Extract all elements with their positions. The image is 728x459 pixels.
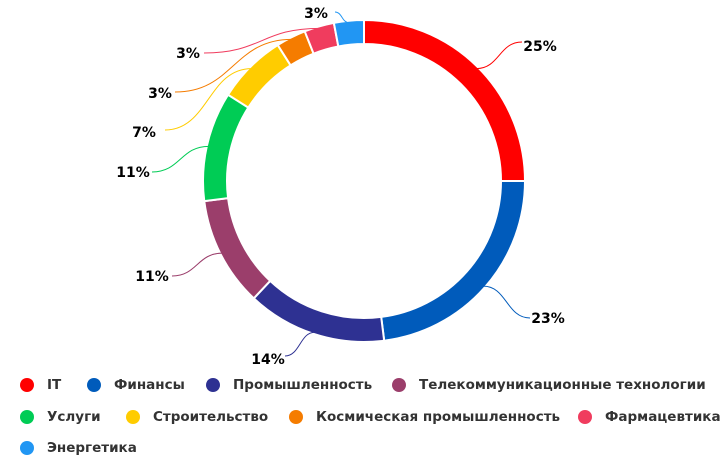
- legend-item-4[interactable]: Телекоммуникационные технологии: [392, 375, 706, 395]
- data-label-1: 25%: [523, 39, 557, 55]
- legend-item-3[interactable]: Промышленность: [206, 375, 372, 395]
- leader-line-7: [174, 38, 292, 93]
- legend-marker: [126, 410, 140, 424]
- legend-marker: [20, 410, 34, 424]
- leader-line-6: [164, 68, 252, 131]
- legend-label: Строительство: [153, 409, 269, 425]
- legend-marker: [87, 378, 101, 392]
- data-label-4: 11%: [135, 269, 169, 285]
- leader-line-1: [476, 41, 523, 70]
- leader-line-4: [171, 252, 223, 277]
- slice-3[interactable]: [252, 279, 386, 343]
- leader-line-9: [334, 11, 350, 24]
- data-label-8: 3%: [176, 46, 200, 62]
- legend-label: Фармацевтика: [605, 409, 721, 425]
- data-label-9: 3%: [304, 6, 328, 22]
- legend: IT Финансы Промышленность Телекоммуникацион…: [0, 370, 728, 459]
- legend-item-9[interactable]: Энергетика: [20, 438, 137, 458]
- data-label-7: 3%: [148, 86, 172, 102]
- legend-item-6[interactable]: Строительство: [126, 407, 268, 427]
- slice-4[interactable]: [203, 197, 272, 300]
- slice-5[interactable]: [202, 93, 250, 203]
- leader-line-3: [284, 331, 315, 357]
- slice-9[interactable]: [332, 18, 365, 48]
- slice-2[interactable]: [380, 180, 527, 342]
- legend-marker: [20, 378, 34, 392]
- legend-item-5[interactable]: Услуги: [20, 407, 101, 427]
- legend-label: Энергетика: [47, 440, 137, 456]
- legend-item-2[interactable]: Финансы: [87, 375, 185, 395]
- legend-marker: [578, 410, 592, 424]
- donut-chart: 25% 23% 14% 11% 11% 7% 3% 3% 3%: [116, 6, 565, 368]
- data-label-6: 7%: [132, 125, 156, 141]
- legend-label: Услуги: [47, 409, 101, 425]
- legend-label: Телекоммуникационные технологии: [419, 377, 706, 393]
- legend-marker: [20, 441, 34, 455]
- legend-marker: [392, 378, 406, 392]
- data-labels-group: 25% 23% 14% 11% 11% 7% 3% 3% 3%: [116, 6, 565, 368]
- slice-6[interactable]: [226, 43, 292, 109]
- legend-label: IT: [47, 377, 62, 393]
- legend-item-7[interactable]: Космическая промышленность: [289, 407, 560, 427]
- legend-label: Финансы: [114, 377, 185, 393]
- leader-line-8: [203, 27, 320, 54]
- slices-group: [202, 18, 527, 343]
- legend-label: Космическая промышленность: [316, 409, 561, 425]
- legend-marker: [206, 378, 220, 392]
- slice-1[interactable]: [363, 18, 527, 182]
- data-label-5: 11%: [116, 165, 150, 181]
- data-label-3: 14%: [251, 352, 285, 368]
- legend-marker: [289, 410, 303, 424]
- legend-item-8[interactable]: Фармацевтика: [578, 407, 721, 427]
- legend-label: Промышленность: [233, 377, 373, 393]
- leader-line-5: [151, 145, 209, 173]
- leader-line-2: [483, 285, 531, 319]
- data-label-2: 23%: [531, 311, 565, 327]
- leader-lines-group: [151, 11, 531, 357]
- legend-item-1[interactable]: IT: [20, 375, 61, 395]
